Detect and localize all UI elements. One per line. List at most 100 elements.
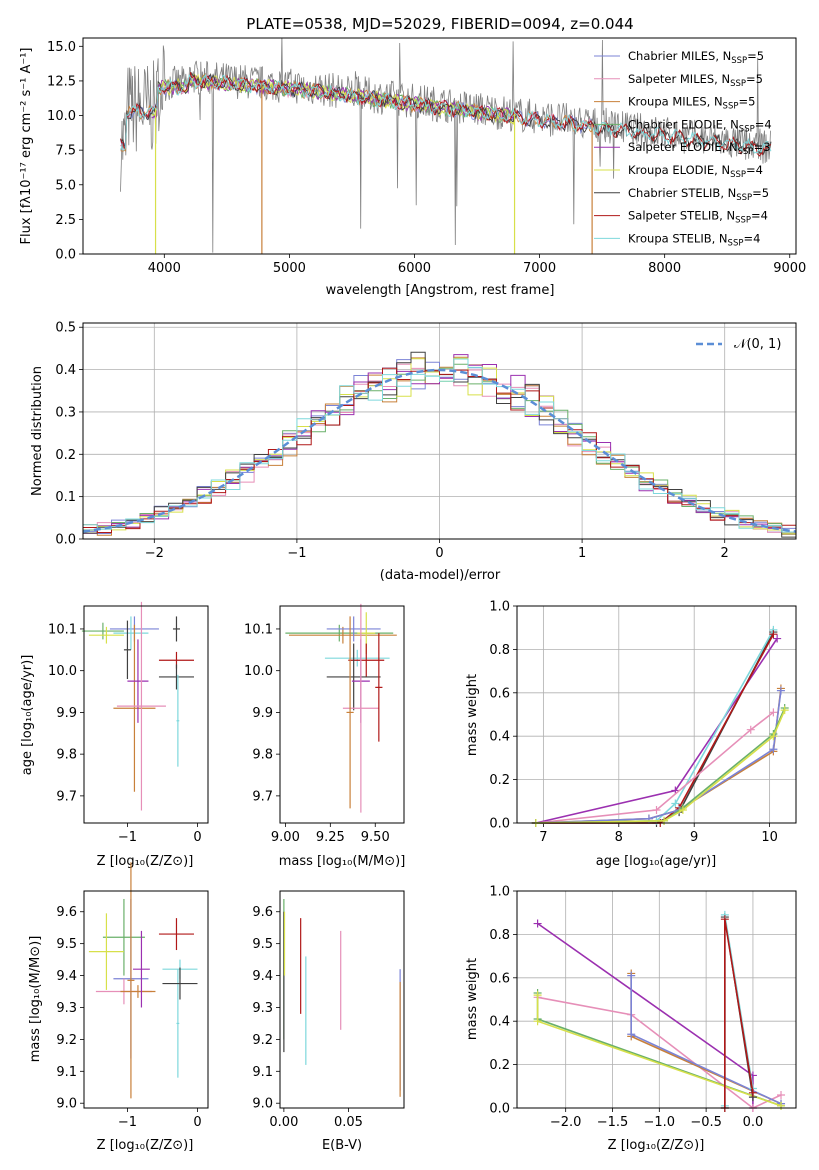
age-vs-mass-xlabel: mass [log₁₀(M/M⊙)] <box>279 854 406 869</box>
y-tick-label: 0.8 <box>489 643 510 658</box>
y-tick-label: 0.6 <box>489 686 510 701</box>
x-tick-label: −0.5 <box>690 1115 722 1130</box>
y-tick-label: 12.5 <box>47 74 76 89</box>
y-tick-label: 0.6 <box>489 971 510 986</box>
y-tick-label: 0.0 <box>55 248 76 263</box>
residual-histogram-step <box>83 367 796 533</box>
mass-weight-marker <box>746 725 755 734</box>
x-tick-label: −2 <box>145 546 164 561</box>
y-tick-label: 9.4 <box>56 969 77 984</box>
legend-entry: Chabrier STELIB, NSSP=5 <box>628 186 769 203</box>
mass-vs-ebv-frame <box>279 890 405 1109</box>
y-tick-label: 0.1 <box>55 490 76 505</box>
spectrum-ylabel: Flux [fλ10⁻¹⁷ erg cm⁻² s⁻¹ A⁻¹] <box>19 48 34 245</box>
massweight-vs-age-frame <box>516 605 797 824</box>
y-tick-label: 0.4 <box>55 363 76 378</box>
y-tick-label: 9.2 <box>252 1033 273 1048</box>
age-vs-z-panel: Z [log₁₀(Z/Z⊙)] age [log₁₀(age/yr)] −1 0 9… <box>20 601 209 869</box>
x-tick-label: 1 <box>578 546 586 561</box>
x-tick-label: −1 <box>118 1115 137 1130</box>
x-tick-label: 0.0 <box>743 1115 764 1130</box>
legend-entry: Salpeter MILES, NSSP=5 <box>628 72 763 89</box>
y-tick-label: 0.8 <box>489 928 510 943</box>
x-tick-label: 9.50 <box>361 830 390 845</box>
massweight-vs-z-ylabel: mass weight <box>465 958 480 1040</box>
legend-entry: Chabrier ELODIE, NSSP=4 <box>628 117 772 134</box>
y-tick-label: 10.0 <box>244 664 273 679</box>
y-tick-label: 9.7 <box>252 789 273 804</box>
y-tick-label: 10.0 <box>48 664 77 679</box>
y-tick-label: 0.4 <box>489 1015 510 1030</box>
y-tick-label: 9.6 <box>56 905 77 920</box>
mass-weight-marker <box>777 1090 786 1099</box>
age-vs-mass-frame <box>279 605 405 824</box>
age-vs-z-plot-area <box>81 601 194 811</box>
spectrum-panel: PLATE=0538, MJD=52029, FIBERID=0094, z=0… <box>19 15 806 298</box>
mass-weight-marker <box>652 805 661 814</box>
x-tick-label: 9.00 <box>271 830 300 845</box>
y-tick-label: 0.2 <box>489 773 510 788</box>
y-tick-label: 9.1 <box>56 1065 77 1080</box>
mass-weight-marker <box>769 630 778 639</box>
residual-frame <box>82 322 797 540</box>
mass-weight-marker <box>769 732 778 741</box>
massweight-vs-age-panel: age [log₁₀(age/yr)] mass weight 7 8 9 10 0.0… <box>465 600 797 869</box>
x-tick-label: 6000 <box>398 261 431 276</box>
mass-weight-marker <box>769 708 778 717</box>
massweight-vs-age-ylabel: mass weight <box>465 674 480 756</box>
massweight-vs-z-xlabel: Z [log₁₀(Z/Z⊙)] <box>608 1138 705 1153</box>
y-tick-label: 9.1 <box>252 1065 273 1080</box>
y-tick-label: 9.5 <box>252 937 273 952</box>
x-tick-label: 8 <box>615 830 623 845</box>
y-tick-label: 9.5 <box>56 937 77 952</box>
x-tick-label: 9 <box>690 830 698 845</box>
x-tick-label: −1 <box>287 546 306 561</box>
x-tick-label: 5000 <box>273 261 306 276</box>
mass-vs-ebv-plot-area <box>283 898 401 1097</box>
y-tick-label: 0.2 <box>489 1058 510 1073</box>
y-tick-label: 0.4 <box>489 730 510 745</box>
age-vs-mass-ticks: 9.00 9.25 9.50 9.7 9.8 9.9 10.0 10.1 <box>244 622 390 845</box>
legend-entry: Kroupa ELODIE, NSSP=4 <box>628 163 763 180</box>
age-vs-z-ticks: −1 0 9.7 9.8 9.9 10.0 10.1 <box>48 622 202 845</box>
massweight-vs-z-ticks: −2.0 −1.5 −1.0 −0.5 0.0 0.0 0.2 0.4 0.6 0.8 1.0 <box>489 885 796 1130</box>
age-vs-z-frame <box>83 605 209 824</box>
x-tick-label: 0.05 <box>334 1115 363 1130</box>
massweight-vs-z-frame <box>516 890 797 1109</box>
y-tick-label: 15.0 <box>47 40 76 55</box>
mass-vs-z-xlabel: Z [log₁₀(Z/Z⊙)] <box>97 1138 194 1153</box>
mass-weight-marker <box>671 799 680 808</box>
y-tick-label: 9.4 <box>252 969 273 984</box>
x-tick-label: −1.0 <box>644 1115 676 1130</box>
mass-weight-marker <box>627 1030 636 1039</box>
y-tick-label: 9.3 <box>56 1001 77 1016</box>
spectrum-frame <box>82 37 797 255</box>
y-tick-label: 9.8 <box>252 748 273 763</box>
model-spectrum-line <box>120 71 772 155</box>
mass-weight-marker <box>533 1017 542 1026</box>
y-tick-label: 9.9 <box>252 706 273 721</box>
y-tick-label: 10.1 <box>244 622 273 637</box>
mass-weight-line <box>535 711 774 824</box>
residual-legend: 𝒩(0, 1) <box>696 337 781 352</box>
mass-weight-marker <box>627 971 636 980</box>
x-tick-label: 9000 <box>773 261 806 276</box>
spectrum-xlabel: wavelength [Angstrom, rest frame] <box>326 283 555 298</box>
legend-entry: Salpeter ELODIE, NSSP=3 <box>628 140 771 157</box>
legend-entry: Salpeter STELIB, NSSP=4 <box>628 209 768 226</box>
x-tick-label: −1.5 <box>597 1115 629 1130</box>
y-tick-label: 7.5 <box>55 144 76 159</box>
y-tick-label: 0.0 <box>489 817 510 832</box>
spectrum-ticks: 4000 5000 6000 7000 8000 9000 0.0 2.5 5.0 7.5 10.0… <box>47 40 806 276</box>
y-tick-label: 10.1 <box>48 622 77 637</box>
y-tick-label: 9.9 <box>56 706 77 721</box>
y-tick-label: 0.5 <box>55 321 76 336</box>
mass-weight-marker <box>678 805 687 814</box>
model-spectrum-line <box>120 73 772 154</box>
mass-vs-z-frame <box>83 890 209 1109</box>
massweight-vs-z-panel: Z [log₁₀(Z/Z⊙)] mass weight −2.0 −1.5 −1.0… <box>465 885 797 1153</box>
y-tick-label: 9.0 <box>252 1097 273 1112</box>
mass-weight-marker <box>533 991 542 1000</box>
